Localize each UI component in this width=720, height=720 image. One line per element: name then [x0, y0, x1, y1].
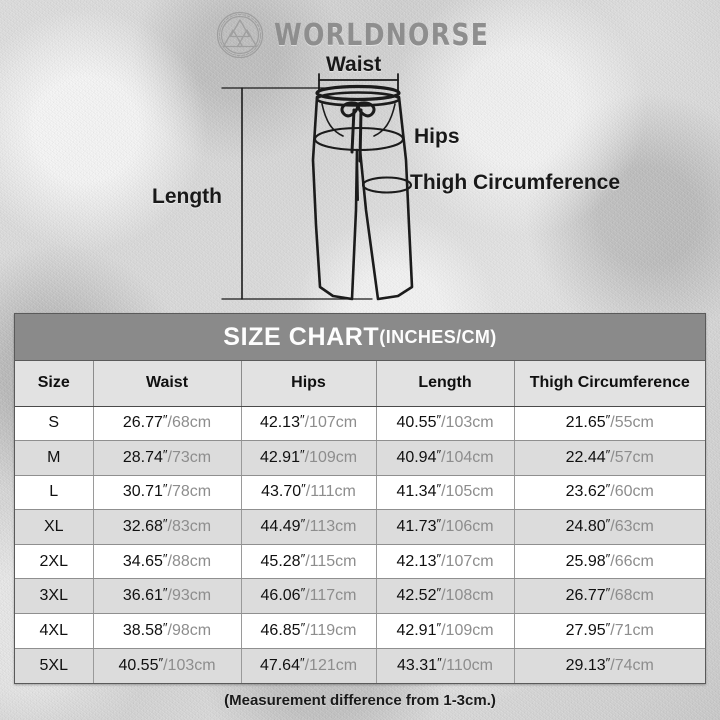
cell-waist: 40.55″/103cm [93, 648, 242, 683]
table-row: XL 32.68″/83cm 44.49″/113cm 41.73″/106cm 24.… [15, 509, 705, 545]
cell-length: 43.31″/110cm [376, 648, 515, 683]
cell-size: 5XL [15, 648, 94, 683]
cell-length: 42.13″/107cm [376, 544, 515, 580]
size-chart-title: SIZE CHART [223, 322, 380, 351]
cell-hips: 46.06″/117cm [241, 578, 377, 615]
cell-hips: 42.91″/109cm [241, 440, 377, 476]
table-row: 5XL 40.55″/103cm 47.64″/121cm 43.31″/110cm 2… [15, 648, 705, 683]
table-row: 2XL 34.65″/88cm 45.28″/115cm 42.13″/107cm 25… [15, 544, 705, 580]
cell-thigh: 21.65″/55cm [514, 406, 705, 442]
column-header-thigh: Thigh Circumference [514, 361, 705, 407]
table-row: S 26.77″/68cm 42.13″/107cm 40.55″/103cm 21.6… [15, 406, 705, 442]
column-header-waist: Waist [93, 361, 242, 407]
cell-size: M [15, 440, 94, 476]
cell-waist: 36.61″/93cm [93, 578, 242, 615]
cell-thigh: 29.13″/74cm [514, 648, 705, 683]
cell-thigh: 23.62″/60cm [514, 475, 705, 511]
cell-hips: 46.85″/119cm [241, 613, 377, 649]
cell-length: 42.91″/109cm [376, 613, 515, 649]
cell-hips: 42.13″/107cm [241, 406, 377, 442]
brand-name: WORLDNORSE [273, 17, 489, 53]
valknut-logo-icon [216, 11, 263, 59]
cell-thigh: 25.98″/66cm [514, 544, 705, 580]
cell-waist: 28.74″/73cm [93, 440, 242, 476]
cell-thigh: 27.95″/71cm [514, 613, 705, 649]
cell-size: 3XL [15, 578, 94, 615]
cell-hips: 43.70″/111cm [241, 475, 377, 511]
column-header-length: Length [376, 361, 515, 407]
table-row: M 28.74″/73cm 42.91″/109cm 40.94″/104cm 22.4… [15, 440, 705, 476]
table-row: 3XL 36.61″/93cm 46.06″/117cm 42.52″/108cm 26… [15, 578, 705, 615]
size-chart-title-units: (INCHES/CM) [379, 326, 497, 347]
cell-waist: 30.71″/78cm [93, 475, 242, 511]
cell-size: L [15, 475, 94, 511]
cell-hips: 45.28″/115cm [241, 544, 377, 580]
table-body: S 26.77″/68cm 42.13″/107cm 40.55″/103cm 21.6… [15, 406, 705, 683]
size-chart-table: SIZE CHART (INCHES/CM) Size Waist Hips Le… [14, 313, 706, 684]
cell-waist: 32.68″/83cm [93, 509, 242, 545]
cell-size: 4XL [15, 613, 94, 649]
label-thigh-circumference: Thigh Circumference [410, 171, 621, 194]
cell-size: S [15, 406, 94, 442]
label-waist: Waist [326, 53, 382, 76]
column-header-hips: Hips [241, 361, 377, 407]
table-header-row: Size Waist Hips Length Thigh Circumferen… [15, 361, 705, 407]
pants-diagram-icon [221, 73, 414, 301]
cell-waist: 26.77″/68cm [93, 406, 242, 442]
cell-size: XL [15, 509, 94, 545]
cell-length: 41.34″/105cm [376, 475, 515, 511]
cell-thigh: 22.44″/57cm [514, 440, 705, 476]
cell-length: 42.52″/108cm [376, 578, 515, 615]
pants-diagram: Waist Hips Thigh Circumference Length [0, 0, 720, 312]
cell-length: 41.73″/106cm [376, 509, 515, 545]
cell-length: 40.94″/104cm [376, 440, 515, 476]
label-hips: Hips [414, 125, 460, 148]
brand-header: WORLDNORSE [0, 8, 720, 62]
cell-length: 40.55″/103cm [376, 406, 515, 442]
measurements-table: Size Waist Hips Length Thigh Circumferen… [15, 361, 705, 683]
cell-thigh: 24.80″/63cm [514, 509, 705, 545]
cell-hips: 44.49″/113cm [241, 509, 377, 545]
size-chart-title-bar: SIZE CHART (INCHES/CM) [15, 314, 705, 361]
label-length: Length [152, 185, 222, 208]
cell-hips: 47.64″/121cm [241, 648, 377, 683]
column-header-size: Size [15, 361, 94, 407]
cell-waist: 38.58″/98cm [93, 613, 242, 649]
table-row: L 30.71″/78cm 43.70″/111cm 41.34″/105cm 23.6… [15, 475, 705, 511]
cell-size: 2XL [15, 544, 94, 580]
cell-waist: 34.65″/88cm [93, 544, 242, 580]
table-row: 4XL 38.58″/98cm 46.85″/119cm 42.91″/109cm 27… [15, 613, 705, 649]
cell-thigh: 26.77″/68cm [514, 578, 705, 615]
measurement-footnote: (Measurement difference from 1-3cm.) [224, 692, 496, 709]
